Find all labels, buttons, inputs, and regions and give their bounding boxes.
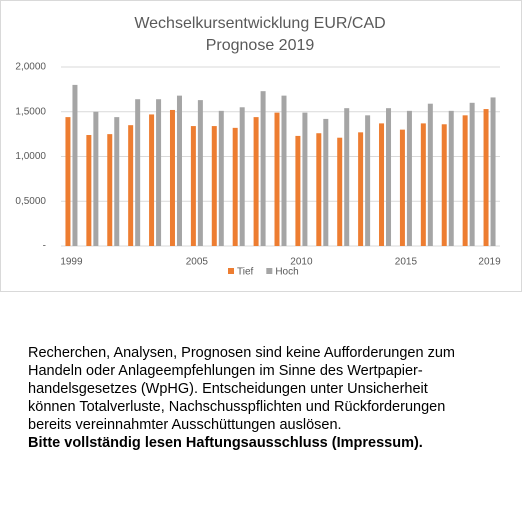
disclaimer: Recherchen, Analysen, Prognosen sind kei… <box>28 344 455 452</box>
bar <box>72 84 78 247</box>
bar <box>149 114 155 246</box>
x-tick-label: 2005 <box>186 257 209 268</box>
bar <box>420 123 426 246</box>
bar <box>337 137 343 246</box>
bar <box>365 115 371 246</box>
disclaimer-line: Recherchen, Analysen, Prognosen sind kei… <box>28 345 455 361</box>
bar <box>232 127 238 246</box>
x-tick-label: 2019 <box>478 257 501 268</box>
bar <box>358 132 364 246</box>
bar <box>135 99 141 246</box>
bar <box>490 97 496 247</box>
disclaimer-line: Handeln oder Anlageempfehlungen im Sinne… <box>28 363 423 379</box>
chart: Wechselkursentwicklung EUR/CAD Prognose … <box>0 0 522 292</box>
x-tick-label: 2015 <box>395 257 418 268</box>
disclaimer-line: können Totalverluste, Nachschusspflichte… <box>28 399 446 415</box>
bar <box>483 109 489 246</box>
bar <box>386 108 392 246</box>
bar <box>260 91 266 246</box>
disclaimer-line: bereits vereinnahmter Ausschüttungen aus… <box>28 417 342 433</box>
disclaimer-bold: Bitte vollständig lesen Haftungsausschlu… <box>28 435 423 451</box>
bar <box>169 109 175 247</box>
bar <box>190 126 196 246</box>
bar <box>427 103 433 246</box>
bar <box>211 126 217 246</box>
bar <box>399 129 405 246</box>
y-tick-label: 2,0000 <box>15 62 46 73</box>
y-tick-label: 1,0000 <box>15 151 46 162</box>
bar <box>302 112 308 247</box>
legend-swatch <box>228 268 234 274</box>
bar <box>128 125 134 246</box>
disclaimer-line: handelsgesetzes (WpHG). Entscheidungen u… <box>28 381 428 397</box>
bar <box>156 99 162 246</box>
bar <box>114 117 120 247</box>
legend-swatch <box>266 268 273 274</box>
bar <box>379 123 385 246</box>
x-tick-label: 1999 <box>60 257 83 268</box>
legend-label: Hoch <box>275 267 298 278</box>
bar <box>218 110 224 246</box>
y-tick-label: - <box>43 241 46 252</box>
bar <box>93 111 99 246</box>
chart-subtitle: Prognose 2019 <box>206 37 315 54</box>
bar <box>441 124 447 246</box>
y-tick-label: 0,5000 <box>15 196 46 207</box>
y-tick-label: 1,5000 <box>15 106 46 117</box>
bar <box>295 135 301 246</box>
bar <box>197 100 203 247</box>
bar <box>65 117 71 247</box>
bar <box>107 134 113 246</box>
x-tick-label: 2010 <box>290 257 313 268</box>
bar <box>448 110 454 246</box>
bar <box>469 102 475 246</box>
bar <box>274 112 280 247</box>
bar <box>239 107 245 247</box>
bar <box>323 118 329 246</box>
bar <box>176 95 182 246</box>
legend-label: Tief <box>237 267 254 278</box>
bar <box>462 115 468 246</box>
chart-title: Wechselkursentwicklung EUR/CAD <box>134 15 385 32</box>
bar <box>253 117 259 247</box>
bar <box>344 108 350 246</box>
bar <box>316 133 322 246</box>
bar <box>86 135 92 246</box>
bar <box>281 95 287 246</box>
bar <box>406 110 412 246</box>
